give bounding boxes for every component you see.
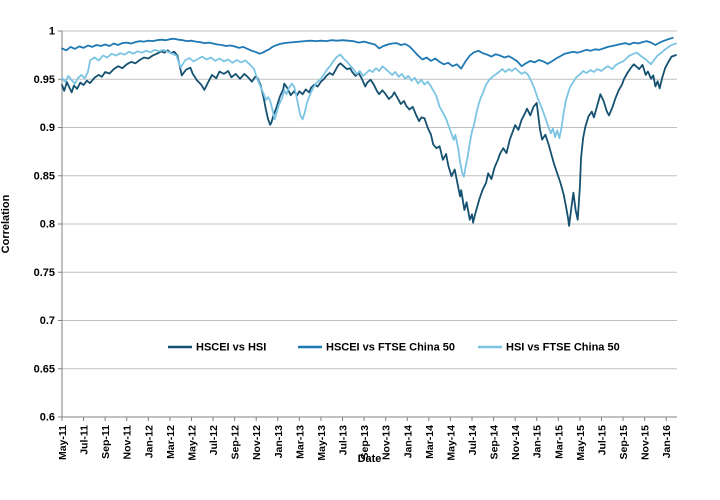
x-tick-label: May-12 bbox=[186, 425, 198, 461]
x-tick-label: May-14 bbox=[445, 425, 457, 461]
x-tick-label: Nov-15 bbox=[640, 425, 652, 460]
legend-label: HSCEI vs FTSE China 50 bbox=[326, 342, 455, 354]
x-tick-label: Jul-14 bbox=[467, 425, 479, 456]
x-tick-label: Mar-14 bbox=[424, 425, 436, 459]
x-tick-label: Jan-16 bbox=[661, 425, 673, 458]
x-tick-label: Jul-15 bbox=[596, 425, 608, 456]
x-tick-label: May-13 bbox=[316, 425, 328, 461]
x-tick-label: Jul-13 bbox=[338, 425, 350, 456]
legend-label: HSI vs FTSE China 50 bbox=[506, 342, 620, 354]
x-tick-label: Jan-13 bbox=[273, 425, 285, 458]
y-tick-label: 0.6 bbox=[40, 412, 55, 424]
legend-item: HSCEI vs FTSE China 50 bbox=[298, 342, 455, 354]
x-tick-label: Sep-13 bbox=[359, 425, 371, 460]
x-axis-title: Date bbox=[357, 453, 382, 465]
y-tick-label: 0.65 bbox=[34, 363, 55, 375]
x-tick-label: Sep-12 bbox=[230, 425, 242, 460]
x-tick-label: Jan-15 bbox=[532, 425, 544, 458]
x-tick-label: May-15 bbox=[575, 425, 587, 461]
x-tick-label: Mar-15 bbox=[553, 425, 565, 459]
x-tick-label: Nov-12 bbox=[251, 425, 263, 460]
series-line-hsi-vs-ftse-china-50 bbox=[61, 42, 677, 178]
y-tick-label: 1 bbox=[49, 26, 55, 38]
y-tick-label: 0.9 bbox=[40, 122, 55, 134]
y-tick-label: 0.7 bbox=[40, 315, 55, 327]
x-tick-label: Jul-12 bbox=[208, 425, 220, 456]
x-tick-label: Jul-11 bbox=[79, 425, 91, 455]
x-tick-label: Sep-11 bbox=[100, 425, 112, 459]
y-axis-title: Correlation bbox=[0, 194, 12, 254]
y-tick-label: 0.95 bbox=[34, 74, 55, 86]
x-tick-label: Mar-13 bbox=[294, 425, 306, 459]
x-tick-label: Sep-15 bbox=[618, 425, 630, 460]
y-tick-label: 0.8 bbox=[40, 219, 55, 231]
x-tick-label: Nov-11 bbox=[122, 425, 134, 460]
legend-item: HSI vs FTSE China 50 bbox=[478, 342, 620, 354]
y-tick-label: 0.85 bbox=[34, 170, 55, 182]
x-tick-label: Nov-14 bbox=[510, 425, 522, 460]
x-tick-label: Sep-14 bbox=[489, 425, 501, 460]
series-line-hscei-vs-hsi bbox=[61, 49, 677, 227]
x-tick-label: Jan-12 bbox=[143, 425, 155, 458]
legend-label: HSCEI vs HSI bbox=[196, 342, 266, 354]
x-tick-label: May-11 bbox=[57, 425, 69, 460]
x-tick-label: Mar-12 bbox=[165, 425, 177, 459]
series-line-hscei-vs-ftse-china-50 bbox=[61, 36, 674, 70]
legend-item: HSCEI vs HSI bbox=[168, 342, 266, 354]
x-tick-label: Jan-14 bbox=[402, 425, 414, 458]
y-tick-label: 0.75 bbox=[34, 267, 55, 279]
x-tick-label: Nov-13 bbox=[381, 425, 393, 460]
